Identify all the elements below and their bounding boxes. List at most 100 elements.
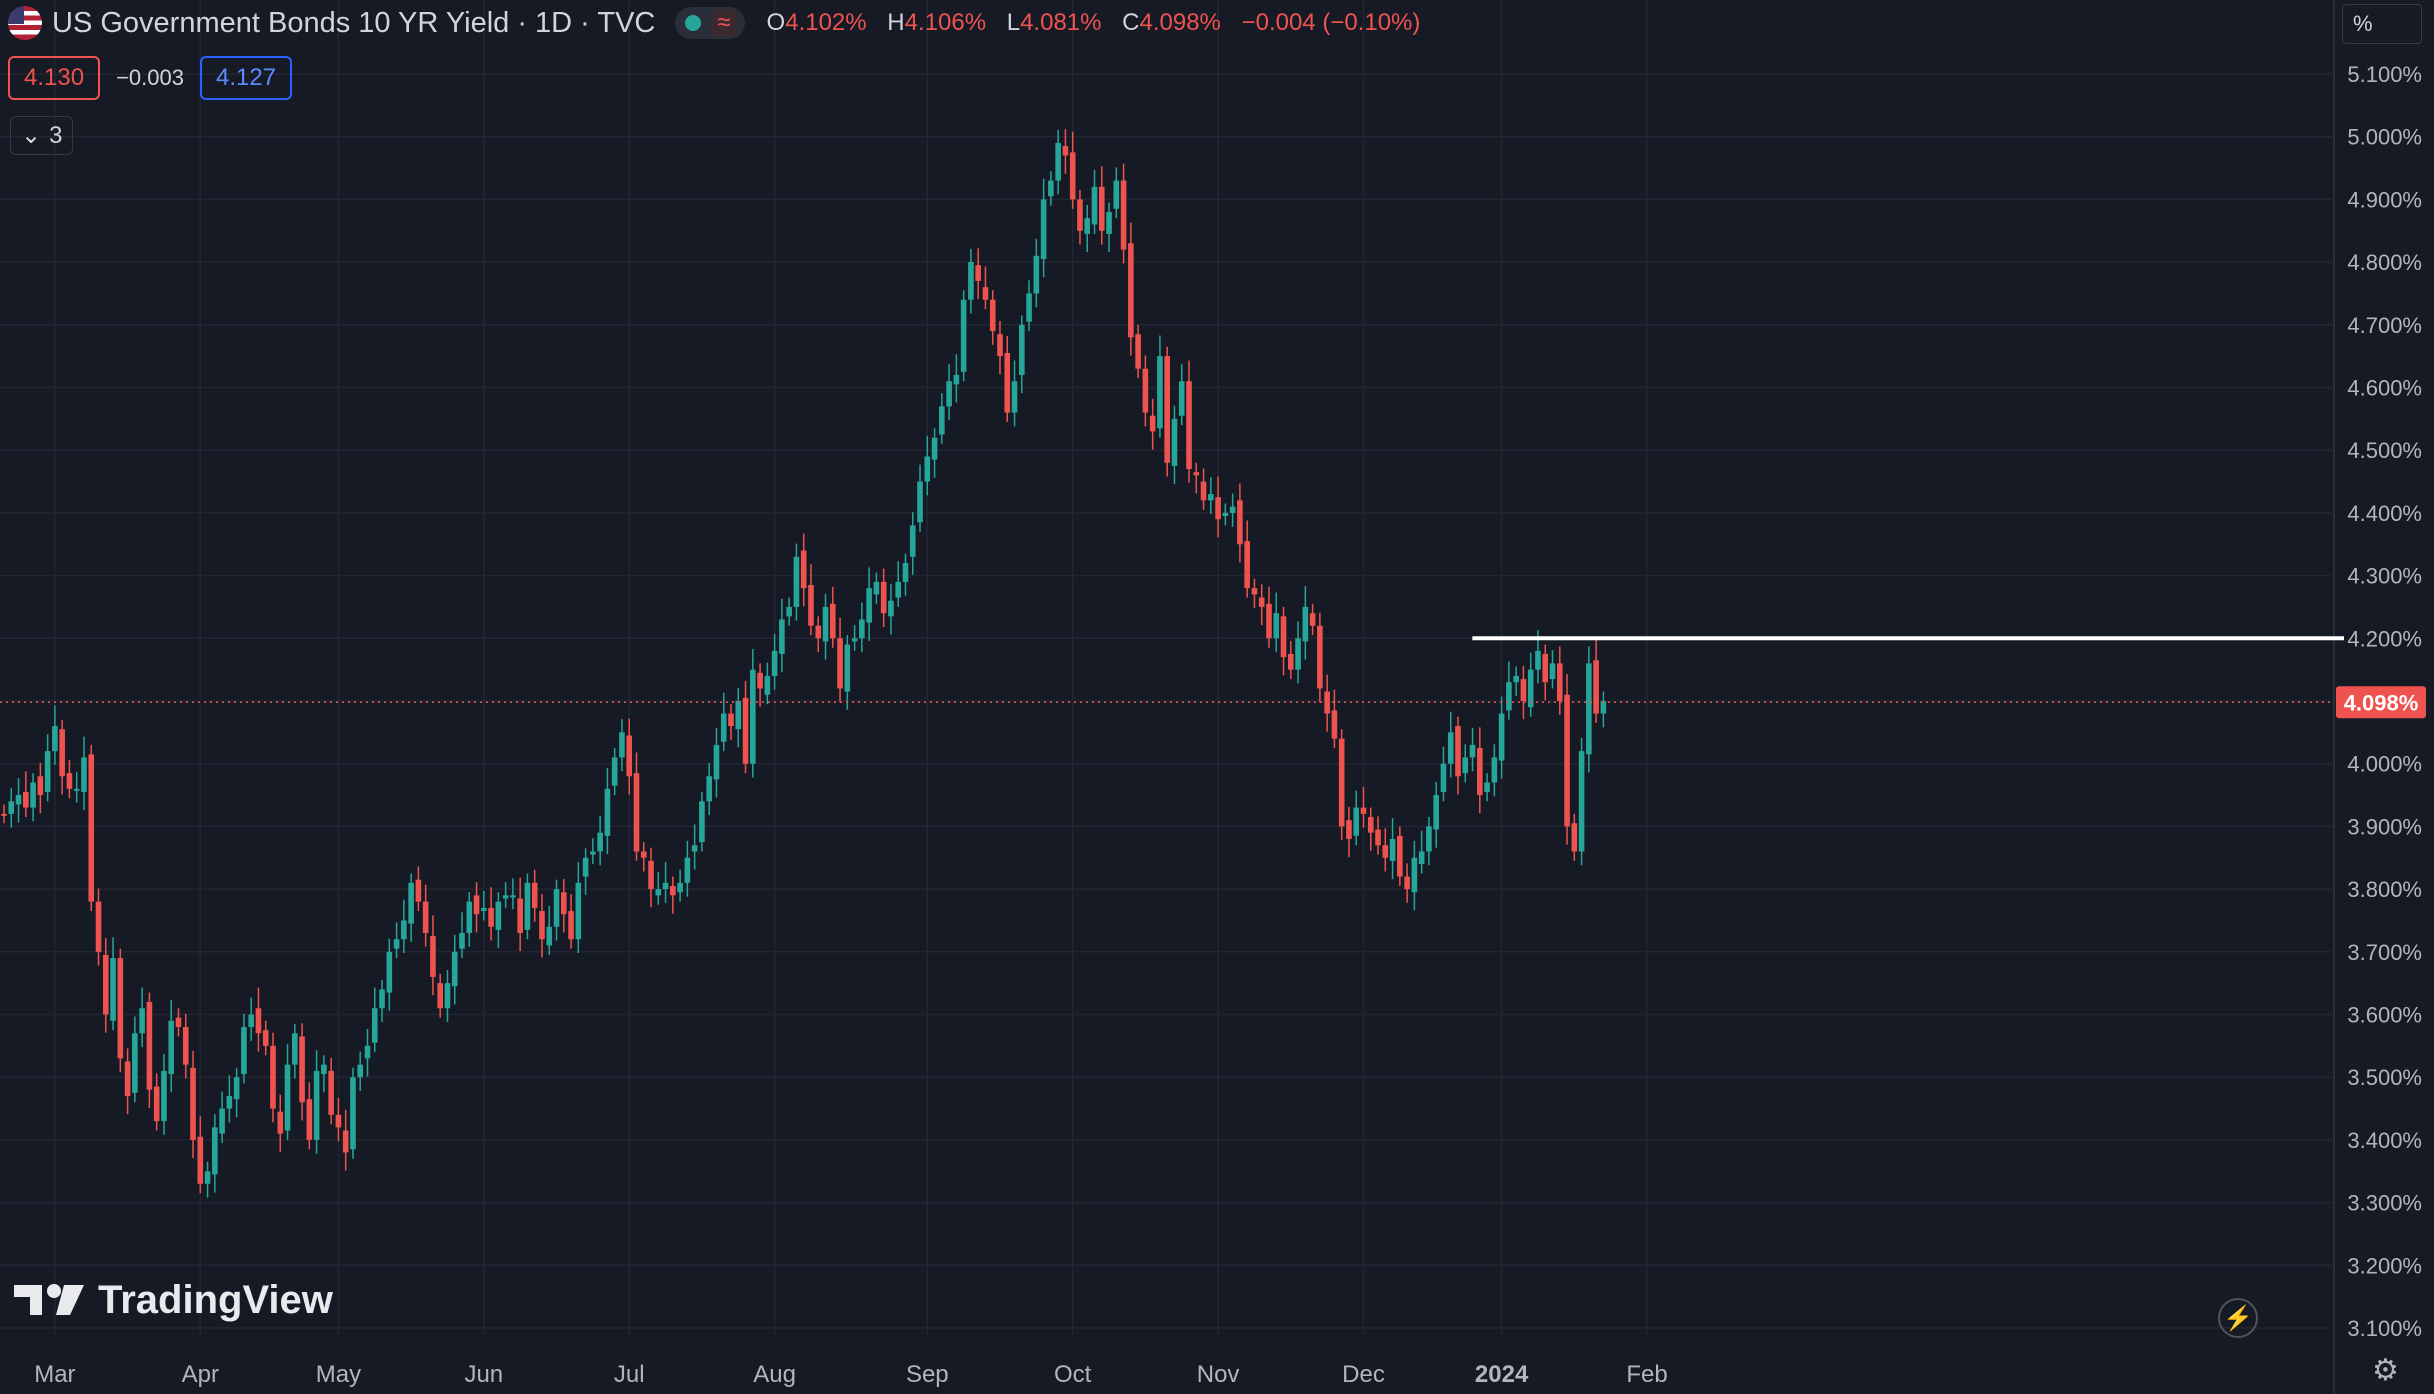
candle[interactable]	[1477, 727, 1483, 814]
candle[interactable]	[640, 842, 647, 872]
candle[interactable]	[626, 718, 633, 795]
candle[interactable]	[284, 1043, 291, 1140]
candle[interactable]	[786, 597, 792, 626]
candle[interactable]	[1571, 813, 1578, 861]
candle[interactable]	[371, 987, 378, 1053]
candle[interactable]	[262, 1020, 269, 1056]
candle[interactable]	[1527, 652, 1534, 717]
candle[interactable]	[1157, 335, 1163, 438]
candle[interactable]	[110, 937, 116, 1031]
candle[interactable]	[917, 464, 923, 532]
candle[interactable]	[1309, 603, 1316, 636]
candle[interactable]	[422, 884, 429, 947]
sell-button[interactable]: 4.130	[8, 56, 101, 100]
candle[interactable]	[182, 1013, 189, 1079]
candle[interactable]	[1215, 476, 1221, 538]
candle[interactable]	[379, 980, 385, 1023]
candle[interactable]	[1055, 129, 1061, 195]
candle[interactable]	[153, 1073, 160, 1131]
candle[interactable]	[1178, 364, 1185, 426]
candle[interactable]	[1273, 592, 1280, 653]
candle[interactable]	[844, 635, 851, 710]
candle[interactable]	[1186, 360, 1192, 483]
candle[interactable]	[1287, 640, 1294, 680]
candle[interactable]	[102, 938, 109, 1033]
candle[interactable]	[1331, 689, 1338, 749]
candle[interactable]	[1113, 167, 1120, 219]
candle[interactable]	[1462, 744, 1469, 783]
candle[interactable]	[648, 847, 654, 908]
candle[interactable]	[728, 704, 734, 740]
candle[interactable]	[459, 912, 465, 959]
candle[interactable]	[364, 1028, 371, 1077]
candle[interactable]	[1426, 816, 1432, 866]
candle[interactable]	[204, 1161, 211, 1198]
candle[interactable]	[52, 705, 58, 765]
candle[interactable]	[1098, 166, 1105, 245]
candle[interactable]	[1411, 840, 1418, 911]
candle[interactable]	[859, 602, 865, 653]
candle[interactable]	[1338, 729, 1345, 841]
candle[interactable]	[132, 1016, 138, 1103]
candle[interactable]	[779, 598, 785, 673]
candle[interactable]	[350, 1067, 356, 1159]
candle[interactable]	[226, 1075, 233, 1123]
indicators-toggle[interactable]: ⌄ 3	[10, 116, 74, 155]
candle[interactable]	[815, 616, 822, 653]
candle[interactable]	[44, 734, 51, 802]
candle[interactable]	[1397, 826, 1403, 886]
candle[interactable]	[524, 873, 531, 940]
candle[interactable]	[939, 393, 945, 444]
candle[interactable]	[1142, 355, 1149, 427]
candle[interactable]	[997, 321, 1003, 375]
candle[interactable]	[8, 788, 15, 828]
candle[interactable]	[1542, 644, 1549, 701]
candle[interactable]	[23, 771, 29, 817]
candle[interactable]	[699, 791, 705, 852]
candle[interactable]	[677, 869, 683, 902]
candle[interactable]	[393, 922, 400, 959]
candle[interactable]	[960, 290, 967, 382]
candle[interactable]	[1069, 131, 1076, 209]
candle[interactable]	[495, 892, 502, 949]
candle[interactable]	[953, 354, 960, 403]
candle[interactable]	[1549, 650, 1556, 689]
candle[interactable]	[502, 882, 509, 908]
candle[interactable]	[1135, 324, 1141, 379]
candle[interactable]	[313, 1050, 320, 1154]
candle[interactable]	[481, 890, 487, 921]
candle[interactable]	[931, 428, 938, 478]
candle[interactable]	[1586, 646, 1592, 773]
candle[interactable]	[219, 1091, 225, 1144]
candle[interactable]	[73, 771, 80, 803]
candle[interactable]	[1498, 696, 1505, 779]
candle[interactable]	[1433, 781, 1439, 848]
candle[interactable]	[1004, 336, 1011, 422]
candle[interactable]	[866, 567, 872, 641]
candle[interactable]	[713, 727, 720, 798]
candle[interactable]	[1360, 786, 1367, 828]
candle[interactable]	[757, 663, 763, 707]
candle[interactable]	[1149, 398, 1156, 450]
candle[interactable]	[880, 568, 887, 628]
candle[interactable]	[1404, 863, 1410, 903]
candle[interactable]	[124, 1048, 131, 1115]
candle[interactable]	[888, 583, 894, 635]
candle[interactable]	[946, 364, 952, 421]
candle[interactable]	[430, 915, 436, 996]
candle[interactable]	[837, 617, 843, 703]
candle[interactable]	[1237, 483, 1243, 563]
candle[interactable]	[386, 938, 393, 1011]
candle[interactable]	[851, 625, 858, 651]
candle[interactable]	[59, 719, 65, 795]
candle[interactable]	[989, 290, 996, 345]
candle[interactable]	[1513, 666, 1519, 696]
candle[interactable]	[895, 561, 902, 607]
candle[interactable]	[88, 744, 95, 912]
candle[interactable]	[546, 906, 553, 955]
candle[interactable]	[1484, 773, 1490, 802]
candle[interactable]	[742, 680, 749, 774]
candle[interactable]	[15, 778, 22, 823]
candle[interactable]	[95, 888, 102, 966]
